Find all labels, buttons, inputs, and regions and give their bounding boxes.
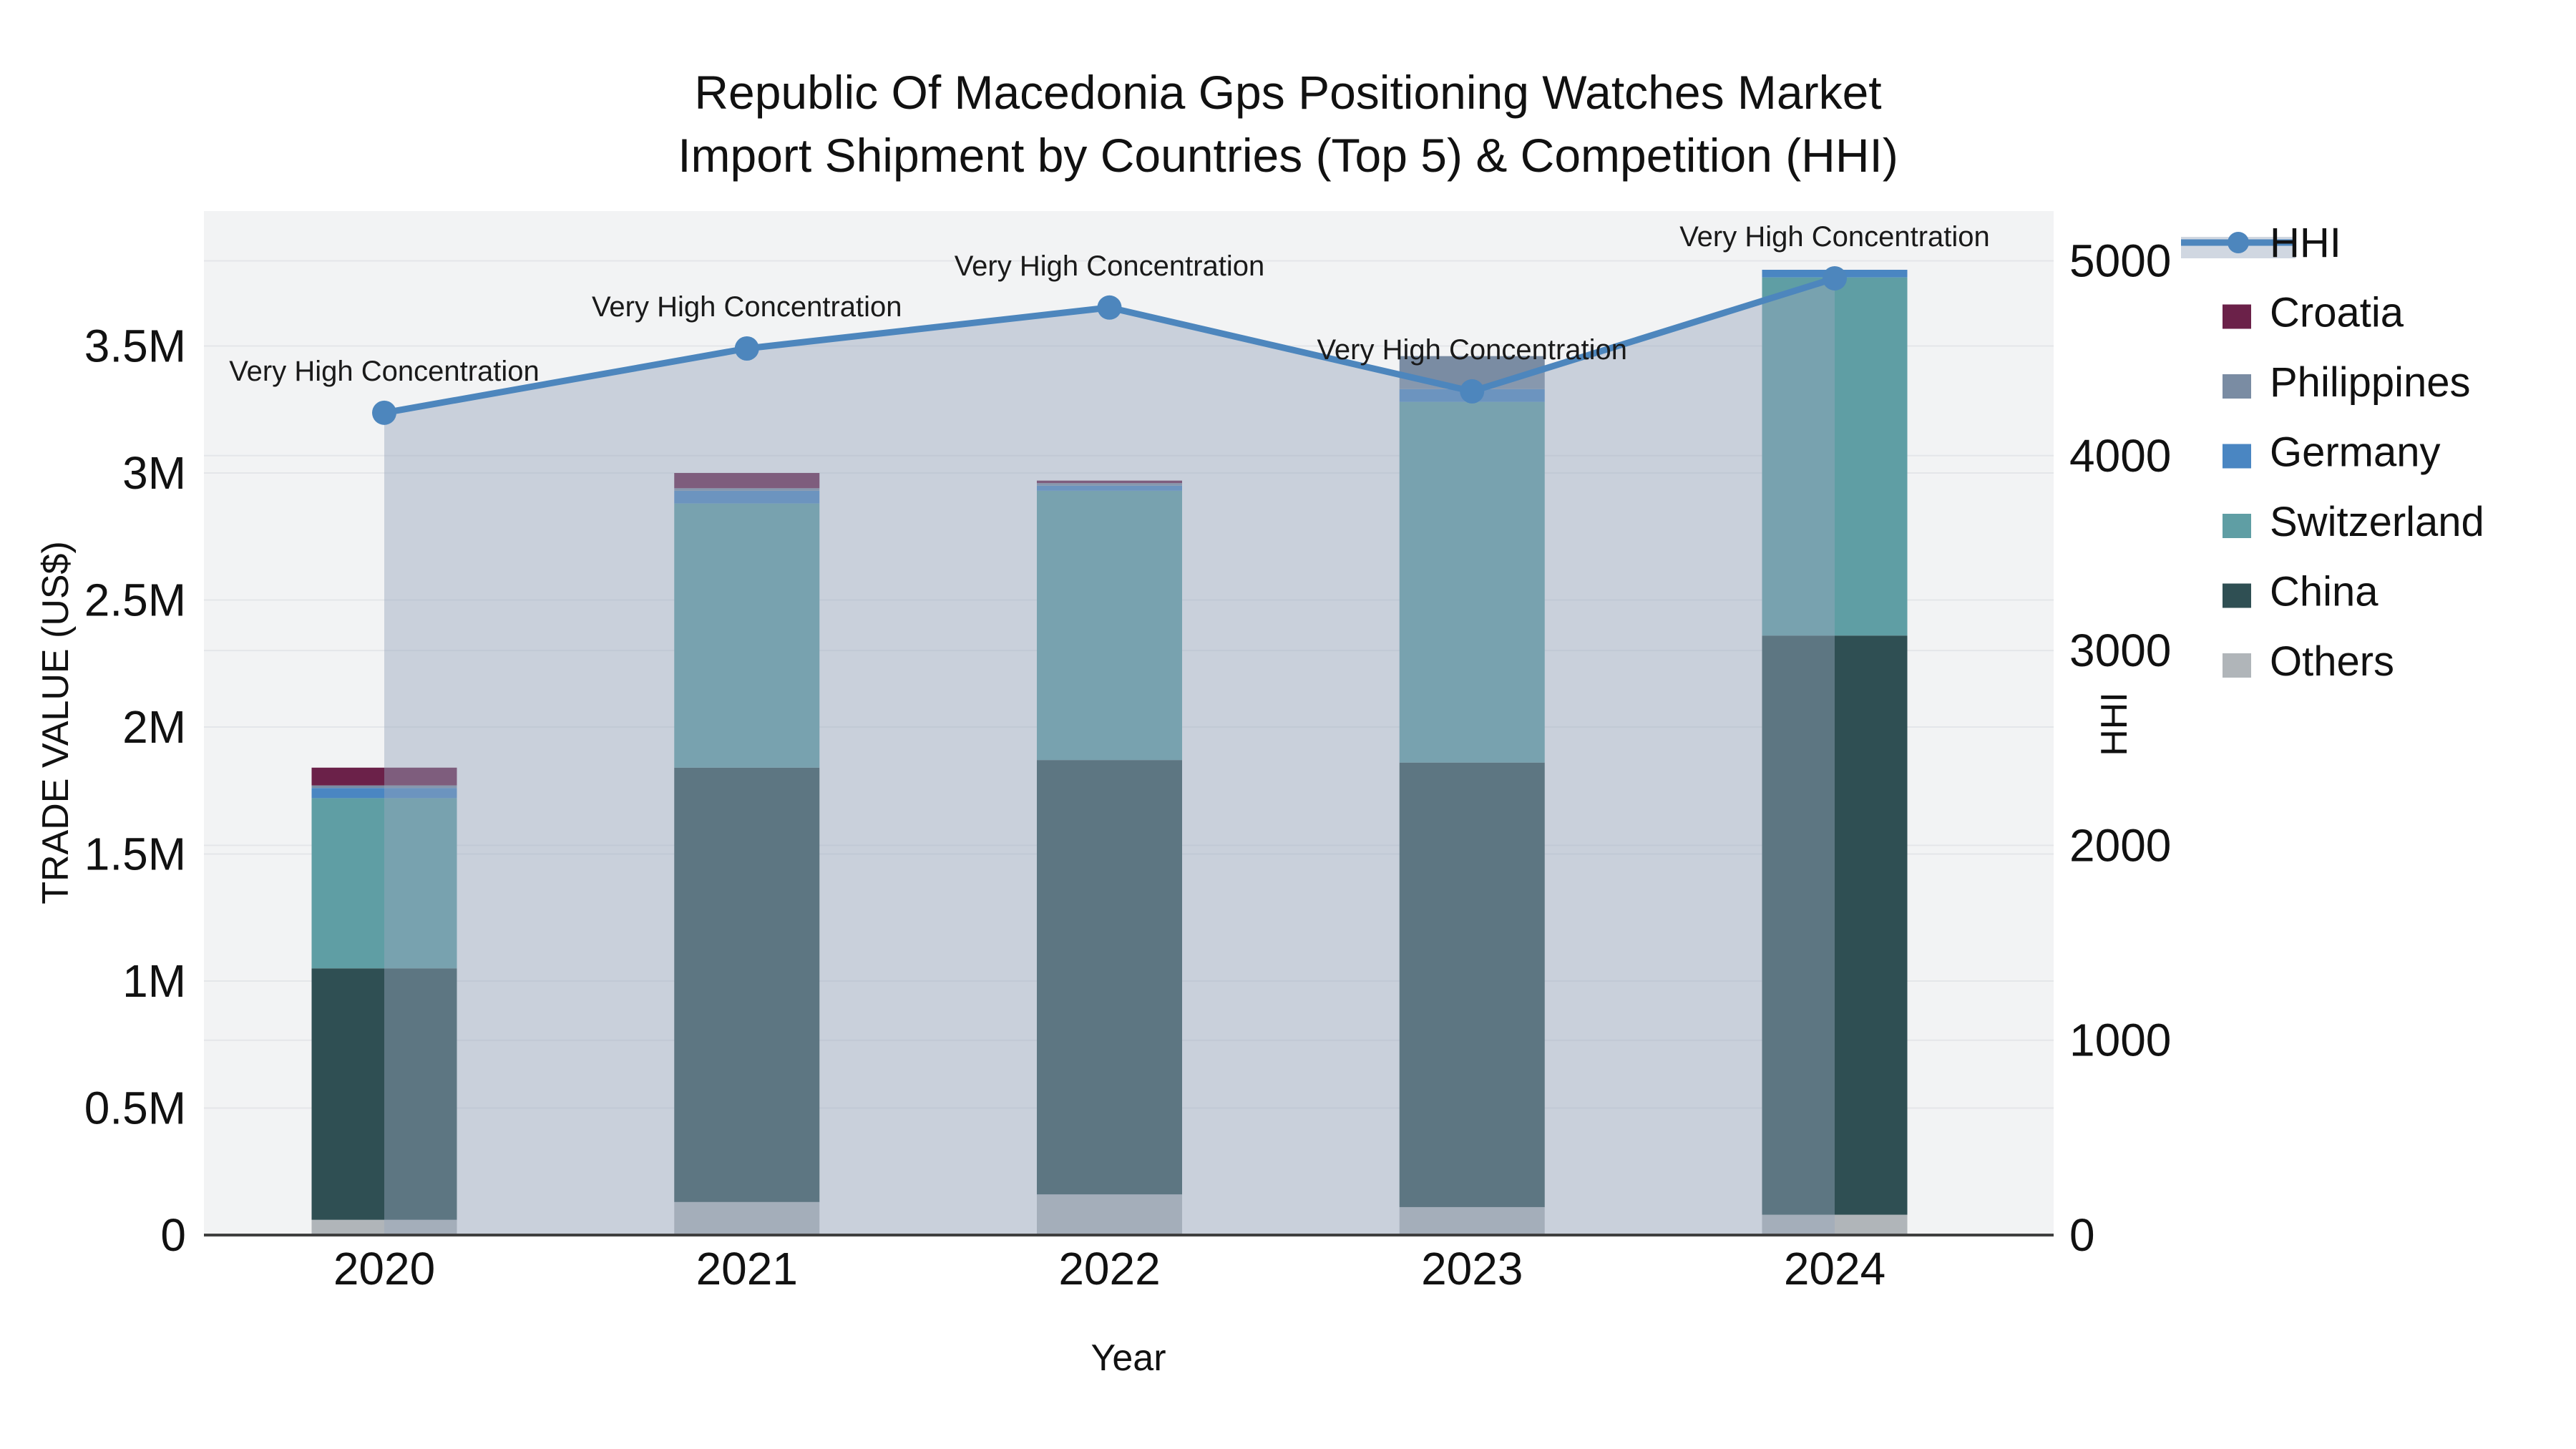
x-tick-label-2022: 2022 bbox=[1058, 1243, 1160, 1294]
legend-item-philippines[interactable]: Philippines bbox=[2223, 359, 2471, 406]
bar-germany-2020[interactable] bbox=[311, 788, 457, 799]
legend-item-china[interactable]: China bbox=[2223, 569, 2379, 615]
legend-swatch-croatia bbox=[2223, 304, 2251, 329]
left-tick-label: 2M bbox=[122, 701, 186, 753]
legend-label-china: China bbox=[2270, 569, 2379, 615]
annotation-2021: Very High Concentration bbox=[592, 291, 902, 323]
left-tick-label: 3M bbox=[122, 447, 186, 499]
right-tick-label: 0 bbox=[2069, 1209, 2095, 1261]
bar-others-2021[interactable] bbox=[674, 1201, 820, 1235]
x-tick-label-2023: 2023 bbox=[1421, 1243, 1523, 1294]
x-tick-label-2020: 2020 bbox=[333, 1243, 435, 1294]
chart-title-line1: Republic Of Macedonia Gps Positioning Wa… bbox=[694, 66, 1881, 119]
bar-china-2022[interactable] bbox=[1037, 760, 1182, 1195]
legend-label-hhi: HHI bbox=[2270, 220, 2341, 266]
annotation-2024: Very High Concentration bbox=[1679, 221, 1990, 253]
legend-label-switzerland: Switzerland bbox=[2270, 499, 2484, 545]
legend-label-philippines: Philippines bbox=[2270, 359, 2471, 406]
chart-title-line2: Import Shipment by Countries (Top 5) & C… bbox=[678, 129, 1898, 182]
right-tick-label: 3000 bbox=[2069, 625, 2171, 676]
bar-philippines-2020[interactable] bbox=[311, 785, 457, 789]
left-tick-label: 1.5M bbox=[84, 829, 186, 880]
bar-china-2024[interactable] bbox=[1762, 635, 1908, 1215]
right-tick-label: 5000 bbox=[2069, 235, 2171, 286]
hhi-area-fill bbox=[384, 278, 1835, 1235]
bar-switzerland-2023[interactable] bbox=[1399, 401, 1545, 763]
bar-germany-2022[interactable] bbox=[1037, 485, 1182, 491]
x-tick-label-2024: 2024 bbox=[1784, 1243, 1885, 1294]
bar-others-2020[interactable] bbox=[311, 1219, 457, 1235]
left-tick-label: 2.5M bbox=[84, 575, 186, 626]
bar-switzerland-2021[interactable] bbox=[674, 503, 820, 768]
left-axis-title: TRADE VALUE (US$) bbox=[35, 541, 77, 904]
right-tick-label: 1000 bbox=[2069, 1015, 2171, 1066]
legend-item-croatia[interactable]: Croatia bbox=[2223, 290, 2404, 336]
legend-swatch-philippines bbox=[2223, 374, 2251, 399]
left-tick-label: 1M bbox=[122, 955, 186, 1007]
bar-croatia-2022[interactable] bbox=[1037, 480, 1182, 484]
legend-swatch-others bbox=[2223, 653, 2251, 678]
bar-philippines-2022[interactable] bbox=[1037, 483, 1182, 486]
bar-switzerland-2024[interactable] bbox=[1762, 277, 1908, 636]
left-tick-label: 3.5M bbox=[84, 321, 186, 372]
left-tick-label: 0 bbox=[160, 1209, 186, 1261]
bar-germany-2021[interactable] bbox=[674, 490, 820, 504]
legend-swatch-china bbox=[2223, 583, 2251, 608]
annotation-2020: Very High Concentration bbox=[229, 356, 540, 387]
right-tick-label: 4000 bbox=[2069, 430, 2171, 482]
annotation-2023: Very High Concentration bbox=[1317, 334, 1627, 366]
bar-others-2024[interactable] bbox=[1762, 1214, 1908, 1235]
bar-others-2022[interactable] bbox=[1037, 1194, 1182, 1235]
annotation-2022: Very High Concentration bbox=[955, 250, 1265, 282]
hhi-marker-2023[interactable] bbox=[1460, 379, 1485, 404]
bar-switzerland-2022[interactable] bbox=[1037, 490, 1182, 761]
right-tick-label: 2000 bbox=[2069, 819, 2171, 871]
bar-china-2021[interactable] bbox=[674, 767, 820, 1202]
right-axis-title: HHI bbox=[2094, 692, 2135, 756]
bar-others-2023[interactable] bbox=[1399, 1206, 1545, 1235]
legend-item-switzerland[interactable]: Switzerland bbox=[2223, 499, 2484, 545]
hhi-marker-2020[interactable] bbox=[372, 400, 396, 425]
x-tick-label-2021: 2021 bbox=[696, 1243, 798, 1294]
legend-item-others[interactable]: Others bbox=[2223, 638, 2394, 685]
bar-croatia-2021[interactable] bbox=[674, 473, 820, 489]
legend-hhi-marker-swatch bbox=[2228, 232, 2249, 253]
hhi-marker-2022[interactable] bbox=[1097, 295, 1122, 320]
legend-label-others: Others bbox=[2270, 638, 2394, 685]
left-tick-label: 0.5M bbox=[84, 1083, 186, 1134]
legend-label-germany: Germany bbox=[2270, 429, 2441, 476]
legend-swatch-germany bbox=[2223, 444, 2251, 469]
bar-croatia-2020[interactable] bbox=[311, 767, 457, 786]
legend-label-croatia: Croatia bbox=[2270, 290, 2404, 336]
legend-item-hhi[interactable]: HHI bbox=[2181, 220, 2341, 266]
bar-china-2023[interactable] bbox=[1399, 762, 1545, 1207]
hhi-marker-2021[interactable] bbox=[734, 336, 759, 361]
legend-swatch-switzerland bbox=[2223, 514, 2251, 538]
legend-item-germany[interactable]: Germany bbox=[2223, 429, 2441, 476]
hhi-marker-2024[interactable] bbox=[1823, 265, 1847, 291]
bar-china-2020[interactable] bbox=[311, 968, 457, 1220]
bar-philippines-2021[interactable] bbox=[674, 488, 820, 491]
x-axis-title: Year bbox=[1091, 1337, 1166, 1379]
bar-switzerland-2020[interactable] bbox=[311, 798, 457, 969]
